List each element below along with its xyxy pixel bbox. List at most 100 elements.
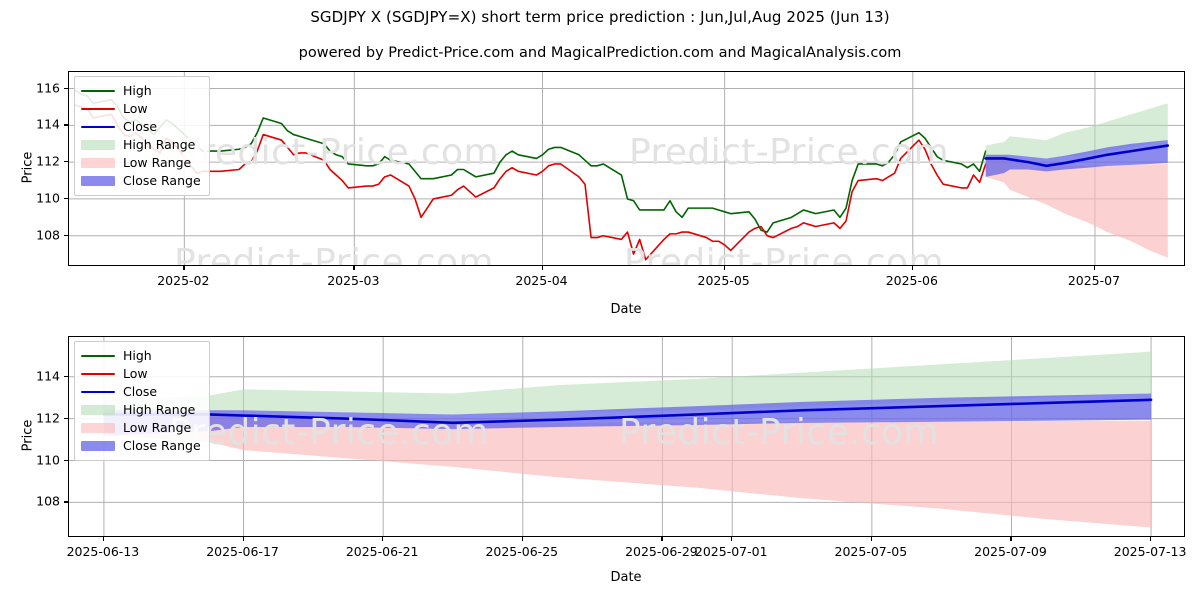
legend-item[interactable]: Close <box>81 118 201 136</box>
x-axis-tick-mark <box>1093 266 1096 270</box>
legend-item[interactable]: Close Range <box>81 172 201 190</box>
x-axis-tick-label: 2025-07-01 <box>694 544 768 559</box>
y-axis-tick-mark <box>64 501 68 503</box>
legend-label: Close <box>123 383 158 399</box>
legend-label: Low <box>123 365 148 381</box>
x-axis-tick-mark <box>541 266 543 270</box>
high-range-band <box>103 351 1152 415</box>
y-axis-tick-label: 112 <box>36 153 60 169</box>
legend-swatch-high-range-icon <box>81 139 115 151</box>
legend-swatch-close-icon <box>81 386 115 398</box>
x-axis-tick-mark <box>870 537 873 541</box>
legend-swatch-close-range-icon <box>81 175 115 187</box>
x-axis-tick-mark <box>723 266 725 270</box>
legend-swatch-high-range-icon <box>81 404 115 416</box>
x-axis-tick-mark <box>242 537 244 541</box>
x-axis-tick-label: 2025-07 <box>1067 273 1121 288</box>
legend-item[interactable]: Low <box>81 100 201 118</box>
x-axis-tick-mark <box>183 266 185 270</box>
y-axis-tick-mark <box>64 459 68 461</box>
x-axis-tick-label: 2025-03 <box>327 273 380 288</box>
top-chart-xlabel: Date <box>610 302 642 317</box>
legend-label: High <box>123 347 152 363</box>
legend-label: Low Range <box>123 419 192 435</box>
legend-item[interactable]: High <box>81 347 201 365</box>
legend-swatch-close-range-icon <box>81 440 115 452</box>
legend-item[interactable]: Low Range <box>81 419 201 437</box>
y-axis-tick-label: 116 <box>36 80 60 96</box>
high-range-band <box>985 103 1168 159</box>
bottom-chart-plot-area: Predict-Price.com Predict-Price.com <box>69 337 1184 536</box>
x-axis-tick-label: 2025-06 <box>885 273 938 288</box>
x-axis-tick-label: 2025-06-25 <box>485 544 559 559</box>
x-axis-tick-mark <box>661 537 663 541</box>
legend-label: High <box>123 82 152 98</box>
bottom-chart-xlabel: Date <box>610 570 642 585</box>
y-axis-tick-mark <box>64 87 68 89</box>
close-range-band <box>103 393 1152 436</box>
x-axis-tick-label: 2025-06-29 <box>625 544 698 559</box>
legend-swatch-high-icon <box>81 85 115 97</box>
close-forecast-line <box>102 398 1153 425</box>
x-axis-tick-label: 2025-07-13 <box>1113 544 1187 559</box>
legend-item[interactable]: Close <box>81 383 201 401</box>
x-axis-tick-label: 2025-02 <box>157 273 210 288</box>
x-axis-tick-mark <box>102 537 105 541</box>
top-chart-legend-box: High Low Close High Range Low Range Close Ran… <box>74 76 210 196</box>
chart-subtitle: powered by Predict-Price.com and Magical… <box>298 45 902 61</box>
legend-label: Close Range <box>123 437 201 453</box>
x-axis-tick-mark <box>353 266 355 270</box>
x-axis-tick-label: 2025-06-17 <box>206 544 279 559</box>
x-axis-tick-mark <box>911 266 913 270</box>
top-chart-plot-area: Predict-Price.com Predict-Price.com Predic… <box>69 72 1184 265</box>
low-range-band <box>985 156 1168 258</box>
chart-title: SGDJPY X (SGDJPY=X) short term price pre… <box>310 8 890 26</box>
y-axis-tick-mark <box>64 197 68 200</box>
legend-label: High Range <box>123 136 196 152</box>
legend-item[interactable]: Low <box>81 365 201 383</box>
top-chart-ylabel: Price <box>20 151 36 184</box>
y-axis-tick-label: 110 <box>36 452 60 468</box>
x-axis-tick-label: 2025-07-05 <box>834 544 908 559</box>
legend-item[interactable]: High Range <box>81 136 201 154</box>
y-axis-tick-label: 114 <box>36 116 60 132</box>
y-axis-tick-label: 112 <box>36 410 60 426</box>
bottom-chart-axes: Predict-Price.com Predict-Price.com <box>68 336 1185 537</box>
legend-label: High Range <box>123 401 196 417</box>
y-axis-tick-mark <box>64 417 68 419</box>
low-history-line <box>74 104 987 261</box>
y-axis-tick-mark <box>64 124 68 126</box>
legend-item[interactable]: Close Range <box>81 437 201 455</box>
y-axis-tick-mark <box>64 375 68 377</box>
legend-item[interactable]: High <box>81 82 201 100</box>
high-history-line <box>74 89 987 233</box>
x-axis-tick-label: 2025-05 <box>697 273 750 288</box>
y-axis-tick-label: 108 <box>36 493 60 509</box>
legend-item[interactable]: High Range <box>81 401 201 419</box>
top-chart-axes: Predict-Price.com Predict-Price.com Predic… <box>68 71 1185 266</box>
legend-swatch-high-icon <box>81 350 115 362</box>
x-axis-tick-label: 2025-06-21 <box>345 544 419 559</box>
close-range-band <box>985 140 1168 177</box>
x-axis-tick-mark <box>731 537 733 541</box>
y-axis-tick-label: 114 <box>36 368 60 384</box>
x-axis-tick-label: 2025-06-13 <box>66 544 140 559</box>
legend-swatch-low-icon <box>81 103 115 115</box>
x-axis-tick-mark <box>1150 537 1152 541</box>
x-axis-tick-mark <box>521 537 523 541</box>
x-axis-tick-mark <box>1010 537 1012 541</box>
y-axis-tick-label: 110 <box>36 190 60 206</box>
legend-label: Close <box>123 118 158 134</box>
bottom-chart-ylabel: Price <box>20 419 36 452</box>
legend-swatch-close-icon <box>81 121 115 133</box>
legend-item[interactable]: Low Range <box>81 154 201 172</box>
close-forecast-line <box>984 144 1170 168</box>
legend-label: Low <box>123 100 148 116</box>
bottom-chart-legend-box: High Low Close High Range Low Range Close Ran… <box>74 341 210 461</box>
y-axis-tick-label: 108 <box>36 227 60 243</box>
x-axis-tick-label: 2025-07-09 <box>974 544 1047 559</box>
legend-swatch-low-range-icon <box>81 157 115 169</box>
bottom-chart-svg <box>69 337 1184 536</box>
x-axis-tick-label: 2025-04 <box>515 273 568 288</box>
